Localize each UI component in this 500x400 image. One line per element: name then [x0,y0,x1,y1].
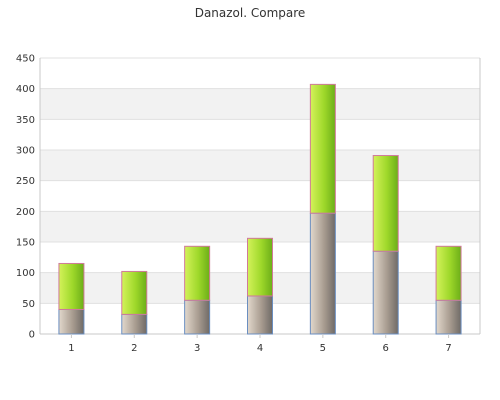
y-tick-label: 250 [16,176,35,187]
x-tick-label: 5 [320,343,326,354]
y-tick-label: 200 [16,207,35,218]
x-tick-label: 6 [383,343,389,354]
y-tick-label: 50 [22,299,35,310]
bar-segment-top [435,245,462,301]
bar-segment-top [372,155,399,252]
bar-segment-top [247,237,273,297]
y-tick-label: 350 [16,115,35,126]
grid-band [40,88,480,120]
bar-segment-bottom [309,212,336,335]
bar-segment-bottom [435,299,462,335]
y-tick-label: 450 [16,54,35,65]
bar-segment-bottom [247,295,273,335]
bar-segment-top [58,262,85,310]
bar-segment-top [121,270,148,315]
bar-segment-bottom [121,313,148,335]
x-tick-label: 3 [194,343,200,354]
chart-title: Danazol. Compare [194,6,306,20]
y-tick-label: 150 [16,238,35,249]
x-tick-label: 4 [257,343,263,354]
bar-segment-top [309,83,336,214]
grid-band [40,150,480,181]
x-tick-label: 2 [131,343,137,354]
bar-segment-bottom [184,299,211,335]
x-tick-label: 7 [445,343,451,354]
y-tick-label: 300 [16,146,35,157]
bar-segment-bottom [58,308,85,335]
grid-band [40,211,480,242]
y-tick-label: 400 [16,84,35,95]
bar-segment-top [184,245,211,301]
bar-segment-bottom [372,250,399,335]
x-tick-label: 1 [68,343,74,354]
y-tick-label: 100 [16,268,35,279]
y-tick-label: 0 [29,330,35,341]
